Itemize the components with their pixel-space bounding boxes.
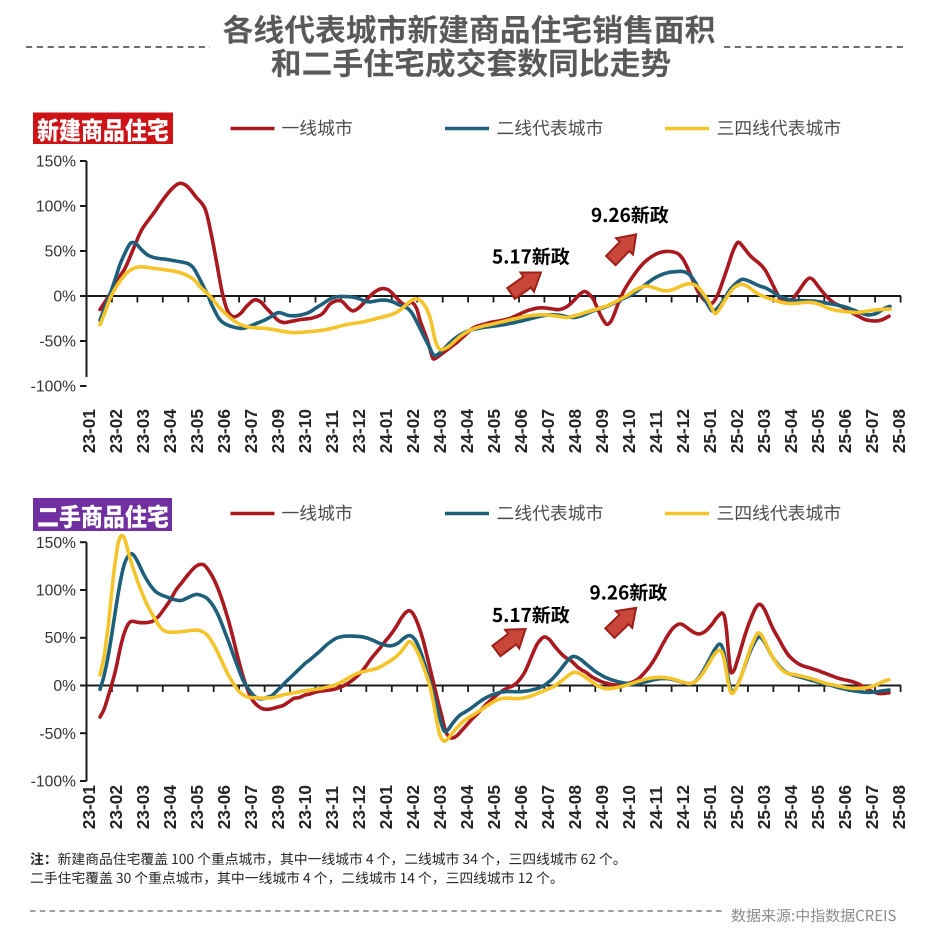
svg-text:24-07: 24-07 — [538, 785, 558, 829]
svg-text:24-08: 24-08 — [565, 409, 585, 454]
svg-text:23-07: 23-07 — [241, 409, 261, 453]
svg-text:25-05: 25-05 — [808, 409, 828, 454]
svg-text:25-05: 25-05 — [808, 785, 828, 830]
svg-text:23-04: 23-04 — [160, 409, 180, 454]
svg-text:24-11: 24-11 — [646, 410, 666, 454]
svg-text:24-01: 24-01 — [376, 785, 396, 830]
svg-text:24-05: 24-05 — [484, 409, 504, 454]
svg-text:0%: 0% — [53, 678, 76, 695]
svg-text:25-03: 25-03 — [754, 785, 774, 829]
svg-text:24-03: 24-03 — [430, 409, 450, 453]
svg-text:24-06: 24-06 — [511, 409, 531, 453]
svg-text:23-10: 23-10 — [295, 409, 315, 453]
svg-text:24-12: 24-12 — [673, 785, 693, 829]
svg-text:24-09: 24-09 — [592, 785, 612, 829]
svg-text:23-11: 23-11 — [322, 786, 342, 830]
svg-text:25-04: 25-04 — [781, 785, 801, 830]
svg-text:24-04: 24-04 — [457, 785, 477, 830]
svg-text:23-12: 23-12 — [349, 409, 369, 453]
svg-text:25-01: 25-01 — [700, 409, 720, 454]
svg-text:24-10: 24-10 — [619, 785, 639, 829]
svg-text:150%: 150% — [36, 154, 76, 171]
svg-text:23-12: 23-12 — [349, 785, 369, 829]
svg-text:25-06: 25-06 — [835, 409, 855, 453]
svg-text:25-02: 25-02 — [727, 785, 747, 829]
svg-text:23-01: 23-01 — [79, 409, 99, 454]
svg-text:24-06: 24-06 — [511, 785, 531, 829]
svg-text:23-05: 23-05 — [187, 785, 207, 830]
svg-text:25-08: 25-08 — [889, 409, 909, 454]
svg-text:25-03: 25-03 — [754, 409, 774, 453]
svg-text:24-05: 24-05 — [484, 785, 504, 830]
svg-text:24-10: 24-10 — [619, 409, 639, 453]
svg-text:23-05: 23-05 — [187, 409, 207, 454]
svg-text:-50%: -50% — [39, 726, 76, 743]
svg-text:24-02: 24-02 — [403, 409, 423, 453]
svg-text:23-06: 23-06 — [214, 409, 234, 453]
svg-text:24-07: 24-07 — [538, 409, 558, 453]
svg-text:25-02: 25-02 — [727, 409, 747, 453]
svg-text:-100%: -100% — [31, 774, 76, 791]
svg-text:24-03: 24-03 — [430, 785, 450, 829]
svg-text:150%: 150% — [36, 535, 76, 552]
svg-text:100%: 100% — [36, 583, 76, 600]
svg-text:23-01: 23-01 — [79, 785, 99, 830]
svg-text:24-09: 24-09 — [592, 409, 612, 453]
svg-text:23-03: 23-03 — [133, 785, 153, 829]
svg-text:-100%: -100% — [31, 379, 76, 396]
svg-text:25-07: 25-07 — [862, 409, 882, 453]
svg-text:25-06: 25-06 — [835, 785, 855, 829]
svg-text:100%: 100% — [36, 199, 76, 216]
svg-text:23-04: 23-04 — [160, 785, 180, 830]
svg-text:25-08: 25-08 — [889, 785, 909, 830]
svg-text:24-01: 24-01 — [376, 409, 396, 454]
svg-text:0%: 0% — [53, 289, 76, 306]
svg-text:25-04: 25-04 — [781, 409, 801, 454]
svg-text:24-02: 24-02 — [403, 785, 423, 829]
svg-text:23-02: 23-02 — [106, 785, 126, 829]
svg-text:25-01: 25-01 — [700, 785, 720, 830]
svg-text:23-10: 23-10 — [295, 785, 315, 829]
svg-text:23-02: 23-02 — [106, 409, 126, 453]
svg-text:25-07: 25-07 — [862, 785, 882, 829]
svg-text:-50%: -50% — [39, 334, 76, 351]
svg-text:23-11: 23-11 — [322, 410, 342, 454]
svg-text:23-03: 23-03 — [133, 409, 153, 453]
svg-text:24-04: 24-04 — [457, 409, 477, 454]
svg-text:24-12: 24-12 — [673, 409, 693, 453]
svg-text:23-09: 23-09 — [268, 409, 288, 453]
svg-text:24-11: 24-11 — [646, 786, 666, 830]
svg-text:23-07: 23-07 — [241, 785, 261, 829]
svg-text:23-09: 23-09 — [268, 785, 288, 829]
svg-text:24-08: 24-08 — [565, 785, 585, 830]
svg-text:23-06: 23-06 — [214, 785, 234, 829]
svg-text:50%: 50% — [45, 630, 76, 647]
svg-text:50%: 50% — [45, 244, 76, 261]
